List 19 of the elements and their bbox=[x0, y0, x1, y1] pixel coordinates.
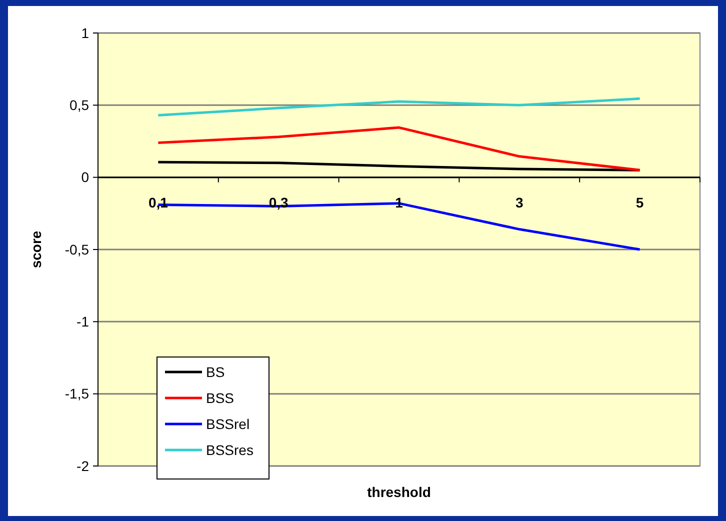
y-tick-label: 1 bbox=[81, 24, 90, 41]
y-tick-label: 0 bbox=[81, 169, 90, 186]
legend-label: BS bbox=[206, 364, 225, 380]
y-tick-label: -0,5 bbox=[64, 241, 90, 258]
x-tick-label: 3 bbox=[516, 194, 524, 210]
y-tick-label: -1 bbox=[76, 314, 90, 330]
line-series bbox=[156, 97, 642, 117]
legend-label: BSSres bbox=[206, 442, 254, 458]
x-tick-label: 5 bbox=[636, 194, 644, 210]
y-tick-label: -1,5 bbox=[64, 386, 90, 402]
y-tick-label: -2 bbox=[76, 458, 90, 474]
legend-label: BSSrel bbox=[206, 416, 250, 432]
y-tick-label: 0,5 bbox=[70, 97, 90, 114]
legend-label: BSS bbox=[206, 390, 234, 406]
line-series bbox=[156, 160, 642, 172]
y-axis-title: score bbox=[28, 230, 44, 268]
line-series bbox=[156, 126, 642, 172]
x-tick-label: 0,1 bbox=[148, 194, 168, 210]
x-axis-title: threshold bbox=[367, 484, 431, 500]
